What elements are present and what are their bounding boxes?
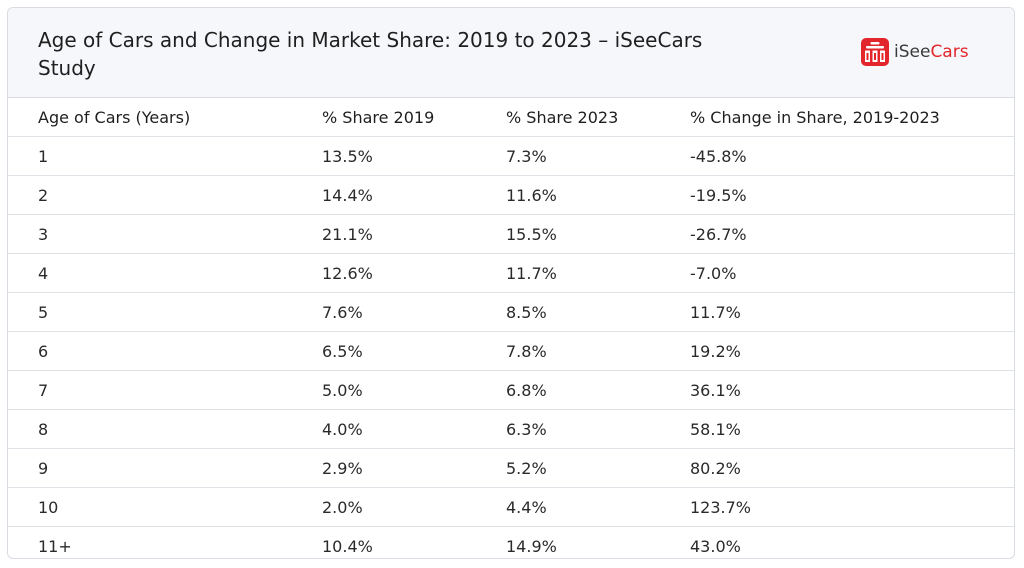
cell-share-2019: 7.6%: [292, 292, 476, 332]
cell-share-2023: 11.7%: [476, 253, 660, 293]
cell-share-2023: 8.5%: [476, 292, 660, 332]
cell-age: 11+: [38, 536, 72, 556]
cell-share-2019: 4.0%: [292, 409, 476, 449]
table-row: 3 21.1% 15.5% -26.7%: [8, 214, 1014, 254]
cell-share-2023: 4.4%: [476, 487, 660, 527]
cell-share-2023: 7.8%: [476, 331, 660, 371]
cell-share-2019: 14.4%: [292, 175, 476, 215]
cell-share-2019: 6.5%: [292, 331, 476, 371]
cell-share-2023: 6.8%: [476, 370, 660, 410]
column-header-age: Age of Cars (Years): [8, 98, 292, 137]
header-row: Age of Cars (Years) % Share 2019 % Share…: [8, 98, 1014, 137]
cell-change: -7.0%: [660, 253, 1014, 293]
table-row: 11+ 10.4% 14.9% 43.0%: [8, 527, 1014, 559]
table-row: 5 7.6% 8.5% 11.7%: [8, 292, 1014, 332]
cell-change: 123.7%: [660, 487, 1014, 527]
column-header-share-2019: % Share 2019: [292, 98, 476, 137]
cell-change: -26.7%: [660, 214, 1014, 254]
cell-share-2019: 10.4%: [322, 536, 373, 556]
cell-age: 3: [8, 214, 292, 254]
column-header-share-2023: % Share 2023: [476, 98, 660, 137]
table-row: 9 2.9% 5.2% 80.2%: [8, 448, 1014, 488]
cell-share-2019: 13.5%: [292, 136, 476, 176]
cell-age: 1: [8, 136, 292, 176]
table-head: Age of Cars (Years) % Share 2019 % Share…: [8, 98, 1014, 137]
cell-change: -19.5%: [660, 175, 1014, 215]
table-title: Age of Cars and Change in Market Share: …: [38, 28, 703, 80]
cell-share-2023: 14.9%: [506, 536, 557, 556]
brand-name-accent: Cars: [930, 42, 969, 62]
table-body: 1 13.5% 7.3% -45.8% 2 14.4% 11.6% -19.5% 3 21.1% 1…: [8, 136, 1014, 559]
building-chart-icon: [861, 38, 889, 66]
cell-share-2019: 21.1%: [292, 214, 476, 254]
market-share-table: Age of Cars (Years) % Share 2019 % Share…: [8, 98, 1014, 559]
cell-share-2019: 5.0%: [292, 370, 476, 410]
cell-change: 36.1%: [660, 370, 1014, 410]
cell-change: 58.1%: [660, 409, 1014, 449]
cell-share-2023: 15.5%: [476, 214, 660, 254]
cell-age: 7: [8, 370, 292, 410]
cell-age: 9: [8, 448, 292, 488]
table-row: 6 6.5% 7.8% 19.2%: [8, 331, 1014, 371]
cell-share-2019: 2.9%: [292, 448, 476, 488]
card-header: Age of Cars and Change in Market Share: …: [8, 8, 1014, 98]
brand-name: iSeeCars: [894, 38, 969, 66]
cell-share-2019: 2.0%: [292, 487, 476, 527]
table-row: 1 13.5% 7.3% -45.8%: [8, 136, 1014, 176]
cell-age: 2: [8, 175, 292, 215]
cell-share-2019: 12.6%: [292, 253, 476, 293]
table-row: 4 12.6% 11.7% -7.0%: [8, 253, 1014, 293]
cell-share-2023: 5.2%: [476, 448, 660, 488]
cell-age: 4: [8, 253, 292, 293]
cell-age: 5: [8, 292, 292, 332]
table-row: 10 2.0% 4.4% 123.7%: [8, 487, 1014, 527]
cell-change: -45.8%: [660, 136, 1014, 176]
cell-share-2023: 7.3%: [476, 136, 660, 176]
cell-change: 11.7%: [660, 292, 1014, 332]
brand-logo-link[interactable]: iSeeCars: [861, 38, 969, 66]
table-row: 8 4.0% 6.3% 58.1%: [8, 409, 1014, 449]
cell-change: 80.2%: [660, 448, 1014, 488]
cell-change: 43.0%: [690, 536, 741, 556]
cell-age: 10: [8, 487, 292, 527]
cell-age: 6: [8, 331, 292, 371]
column-header-change: % Change in Share, 2019-2023: [660, 98, 1014, 137]
data-table-card: Age of Cars and Change in Market Share: …: [7, 7, 1015, 559]
brand-name-prefix: iSee: [894, 42, 931, 62]
cell-change: 19.2%: [660, 331, 1014, 371]
table-row: 7 5.0% 6.8% 36.1%: [8, 370, 1014, 410]
cell-share-2023: 11.6%: [476, 175, 660, 215]
cell-share-2023: 6.3%: [476, 409, 660, 449]
table-row: 2 14.4% 11.6% -19.5%: [8, 175, 1014, 215]
cell-age: 8: [8, 409, 292, 449]
